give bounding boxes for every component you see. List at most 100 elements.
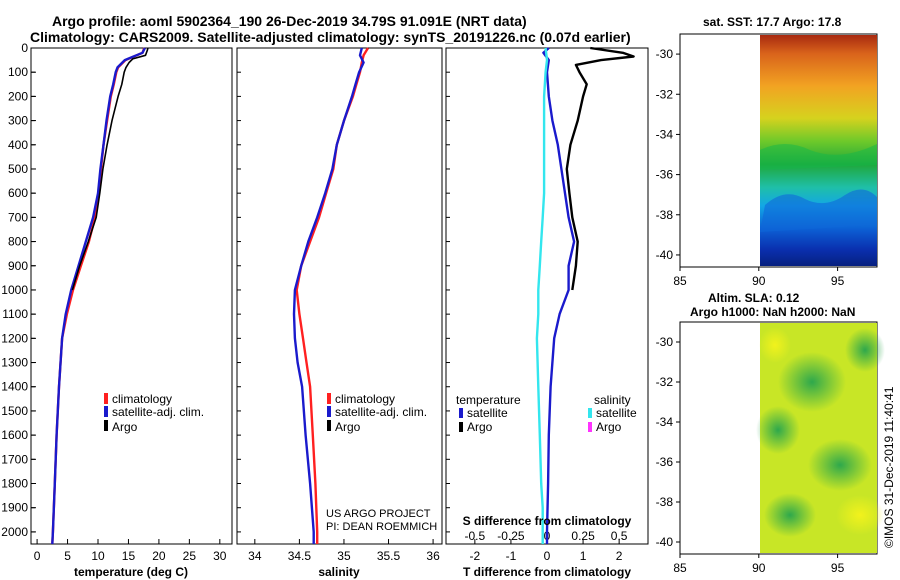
sla-blob	[764, 493, 816, 537]
sla-blob	[836, 495, 884, 535]
difference-axis-label: T difference from climatology	[463, 565, 631, 579]
depth-tick-label: 1500	[1, 404, 28, 418]
legend-swatch-t-satellite	[459, 408, 463, 418]
depth-tick-label: 400	[8, 138, 28, 152]
depth-tick-label: 1700	[1, 452, 28, 466]
depth-tick-label: 600	[8, 186, 28, 200]
depth-tick-label: 900	[8, 259, 28, 273]
credit-line-1: US ARGO PROJECT	[326, 508, 431, 520]
legend-title-temperature: temperature	[456, 393, 521, 407]
lon-tick-label: 95	[831, 274, 845, 288]
difference-legend: temperature salinity satellite Argo sate…	[456, 393, 637, 434]
difference-lines	[535, 46, 635, 544]
sla-map-title-1: Altim. SLA: 0.12	[708, 291, 800, 305]
x-tick-label: 15	[122, 549, 136, 563]
x-tick-label: 0	[544, 549, 551, 563]
legend-swatch-argo	[327, 420, 331, 431]
series-line-argo	[71, 47, 149, 291]
x-tick-label: -2	[470, 549, 481, 563]
s-diff-tick-label: -0.5	[465, 529, 486, 543]
lat-tick-label: -30	[656, 335, 674, 349]
temperature-x-axis: 0 5 10 15 20 25 30	[31, 47, 227, 563]
lat-tick-label: -34	[656, 127, 674, 141]
legend-label-satellite: satellite-adj. clim.	[112, 405, 204, 419]
footer-timestamp: ©IMOS 31-Dec-2019 11:40:41	[882, 386, 896, 548]
lat-tick-label: -32	[656, 375, 674, 389]
legend-label-s-satellite: satellite	[596, 406, 637, 420]
series-line-climatology	[51, 47, 146, 545]
depth-tick-label: 800	[8, 235, 28, 249]
depth-tick-label: 1300	[1, 356, 28, 370]
x-tick-label: 10	[91, 549, 105, 563]
depth-tick-label: 0	[21, 41, 28, 55]
x-tick-label: 20	[152, 549, 166, 563]
x-tick-label: 25	[183, 549, 197, 563]
temperature-legend: climatology satellite-adj. clim. Argo	[104, 392, 204, 434]
x-tick-label: 2	[616, 549, 623, 563]
series-line-salinity-satellite	[535, 47, 549, 544]
lat-tick-label: -40	[656, 535, 674, 549]
salinity-x-axis: 34 34.5 35 35.5 36	[237, 47, 440, 563]
legend-swatch-climatology	[104, 393, 108, 404]
sla-blob	[808, 439, 872, 491]
lon-tick-label: 85	[673, 561, 687, 575]
lon-tick-label: 95	[831, 561, 845, 575]
sst-eddy	[760, 144, 877, 170]
depth-tick-label: 1900	[1, 501, 28, 515]
sst-map-title: sat. SST: 17.7 Argo: 17.8	[703, 15, 842, 29]
depth-tick-label: 100	[8, 65, 28, 79]
legend-label-s-argo: Argo	[596, 420, 622, 434]
salinity-lines	[292, 47, 370, 544]
legend-label-t-satellite: satellite	[467, 406, 508, 420]
s-diff-tick-label: 0.5	[611, 529, 628, 543]
lat-tick-label: -32	[656, 87, 674, 101]
x-tick-label: 35.5	[377, 549, 401, 563]
salinity-legend: climatology satellite-adj. clim. Argo US…	[326, 392, 437, 533]
lat-tick-label: -30	[656, 47, 674, 61]
sst-axis: -30 -32 -34 -36 -38 -40 85 90 95	[656, 47, 845, 288]
header-line-2: Climatology: CARS2009. Satellite-adjuste…	[30, 29, 631, 45]
x-tick-label: 34	[248, 549, 262, 563]
legend-title-salinity: salinity	[594, 393, 631, 407]
sla-axis: -30 -32 -34 -36 -38 -40 85 90 95	[656, 335, 845, 575]
salinity-panel-frame	[236, 47, 443, 545]
legend-label-t-argo: Argo	[467, 420, 493, 434]
x-tick-label: 35	[337, 549, 351, 563]
difference-x-axis: -2 -1 0 1 2-0.5 -0.25 0 0.25 0.5	[446, 47, 628, 563]
series-line-temperature-argo	[565, 46, 635, 291]
sla-blob	[845, 328, 885, 372]
sla-blob	[778, 352, 846, 412]
legend-swatch-s-argo	[588, 422, 592, 432]
legend-swatch-argo	[104, 420, 108, 431]
x-tick-label: -1	[506, 549, 517, 563]
x-tick-label: 30	[213, 549, 227, 563]
depth-tick-label: 1200	[1, 331, 28, 345]
header-line-1: Argo profile: aoml 5902364_190 26-Dec-20…	[52, 13, 527, 29]
sla-blob	[759, 327, 791, 363]
sla-map: -30 -32 -34 -36 -38 -40 85 90 95	[656, 321, 885, 575]
legend-swatch-climatology	[327, 393, 331, 404]
sla-map-title-2: Argo h1000: NaN h2000: NaN	[690, 305, 856, 319]
series-line-satellite-adj-clim-	[51, 47, 146, 545]
depth-tick-label: 200	[8, 89, 28, 103]
legend-label-climatology: climatology	[112, 392, 172, 406]
legend-swatch-s-satellite	[588, 408, 592, 418]
temperature-axis-label: temperature (deg C)	[74, 565, 188, 579]
series-line-satellite-adj-clim-	[292, 47, 365, 544]
temperature-panel-frame	[30, 47, 233, 545]
x-tick-label: 5	[64, 549, 71, 563]
lat-tick-label: -34	[656, 415, 674, 429]
depth-tick-label: 1000	[1, 283, 28, 297]
depth-tick-label: 700	[8, 210, 28, 224]
temperature-lines	[51, 47, 149, 545]
depth-axis: 0 100 200 300 400 500 600 700 800 900 1000 1100 1200…	[1, 41, 36, 539]
legend-label-satellite: satellite-adj. clim.	[335, 405, 427, 419]
depth-tick-label: 1600	[1, 428, 28, 442]
lon-tick-label: 85	[673, 274, 687, 288]
depth-tick-label: 1800	[1, 477, 28, 491]
legend-label-climatology: climatology	[335, 392, 395, 406]
x-tick-label: 34.5	[288, 549, 312, 563]
depth-tick-label: 300	[8, 114, 28, 128]
lat-tick-label: -36	[656, 455, 674, 469]
lon-tick-label: 90	[752, 274, 766, 288]
